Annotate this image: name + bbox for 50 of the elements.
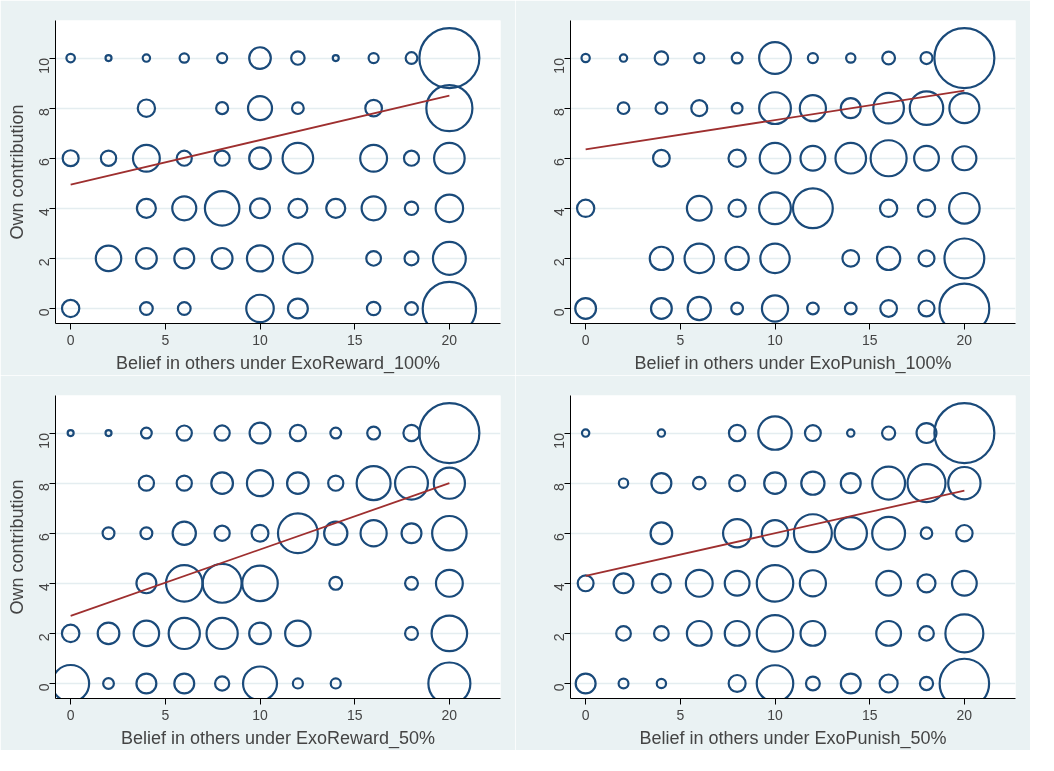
y-tick-label: 10 — [36, 57, 53, 74]
x-tick-label: 0 — [581, 331, 590, 348]
x-tick-label: 0 — [66, 706, 75, 723]
y-tick-label: 4 — [551, 208, 568, 217]
y-tick-label: 0 — [36, 308, 53, 317]
x-tick-label: 5 — [161, 706, 170, 723]
x-tick-label: 20 — [441, 706, 458, 723]
x-tick-label: 0 — [66, 331, 75, 348]
x-tick-label: 10 — [767, 706, 784, 723]
x-tick-label: 15 — [346, 706, 363, 723]
y-axis-title: Own contribution — [6, 104, 27, 240]
y-tick-label: 8 — [36, 107, 53, 116]
y-tick-label: 0 — [551, 308, 568, 317]
y-tick-label: 2 — [551, 258, 568, 267]
x-tick-label: 20 — [956, 331, 973, 348]
x-tick-label: 10 — [767, 331, 784, 348]
y-tick-label: 6 — [36, 158, 53, 167]
x-axis-title: Belief in others under ExoPunish_50% — [639, 727, 947, 749]
x-tick-label: 5 — [161, 331, 170, 348]
y-tick-label: 2 — [36, 633, 53, 642]
y-tick-label: 0 — [551, 683, 568, 692]
x-tick-label: 15 — [861, 706, 878, 723]
x-tick-label: 20 — [441, 331, 458, 348]
y-axis-title: Own contribution — [6, 479, 27, 615]
y-tick-label: 4 — [36, 583, 53, 592]
x-tick-label: 5 — [676, 331, 685, 348]
y-tick-label: 10 — [551, 57, 568, 74]
y-tick-label: 8 — [551, 482, 568, 491]
y-tick-label: 4 — [551, 583, 568, 592]
x-tick-label: 15 — [346, 331, 363, 348]
x-tick-label: 15 — [861, 331, 878, 348]
x-tick-label: 10 — [252, 706, 269, 723]
y-tick-label: 6 — [36, 533, 53, 542]
x-tick-label: 10 — [252, 331, 269, 348]
x-axis-title: Belief in others under ExoReward_50% — [120, 727, 436, 749]
y-tick-label: 2 — [551, 633, 568, 642]
y-tick-label: 10 — [36, 432, 53, 449]
y-tick-label: 6 — [551, 158, 568, 167]
y-tick-label: 10 — [551, 432, 568, 449]
x-tick-label: 5 — [676, 706, 685, 723]
y-tick-label: 8 — [36, 482, 53, 491]
y-tick-label: 8 — [551, 107, 568, 116]
y-tick-label: 2 — [36, 258, 53, 267]
y-tick-label: 6 — [551, 533, 568, 542]
x-tick-label: 0 — [581, 706, 590, 723]
x-tick-label: 20 — [956, 706, 973, 723]
x-axis-title: Belief in others under ExoPunish_100% — [634, 352, 952, 374]
y-tick-label: 0 — [36, 683, 53, 692]
y-tick-label: 4 — [36, 208, 53, 217]
x-axis-title: Belief in others under ExoReward_100% — [115, 352, 441, 374]
